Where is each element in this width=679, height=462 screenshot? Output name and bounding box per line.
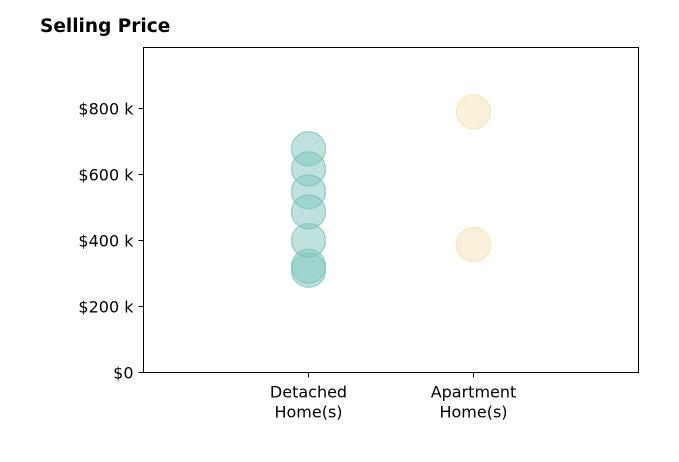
y-tick-label: $0 xyxy=(113,364,133,383)
plot-frame xyxy=(143,47,639,373)
y-tick-label: $400 k xyxy=(78,232,134,251)
data-point xyxy=(455,226,492,263)
y-tick-label: $800 k xyxy=(78,100,134,119)
y-axis: $0 $200 k $400 k $600 k $800 k xyxy=(78,100,144,383)
data-point xyxy=(455,94,492,130)
x-axis: Detached Home(s) Apartment Home(s) xyxy=(270,372,517,422)
chart-title: Selling Price xyxy=(40,16,171,37)
x-tick-label: Detached Home(s) xyxy=(270,383,347,422)
data-point xyxy=(290,252,327,288)
x-tick-label: Apartment Home(s) xyxy=(431,383,517,422)
y-tick-label: $200 k xyxy=(78,298,134,317)
points-layer xyxy=(290,94,492,288)
y-tick-label: $600 k xyxy=(78,166,134,185)
